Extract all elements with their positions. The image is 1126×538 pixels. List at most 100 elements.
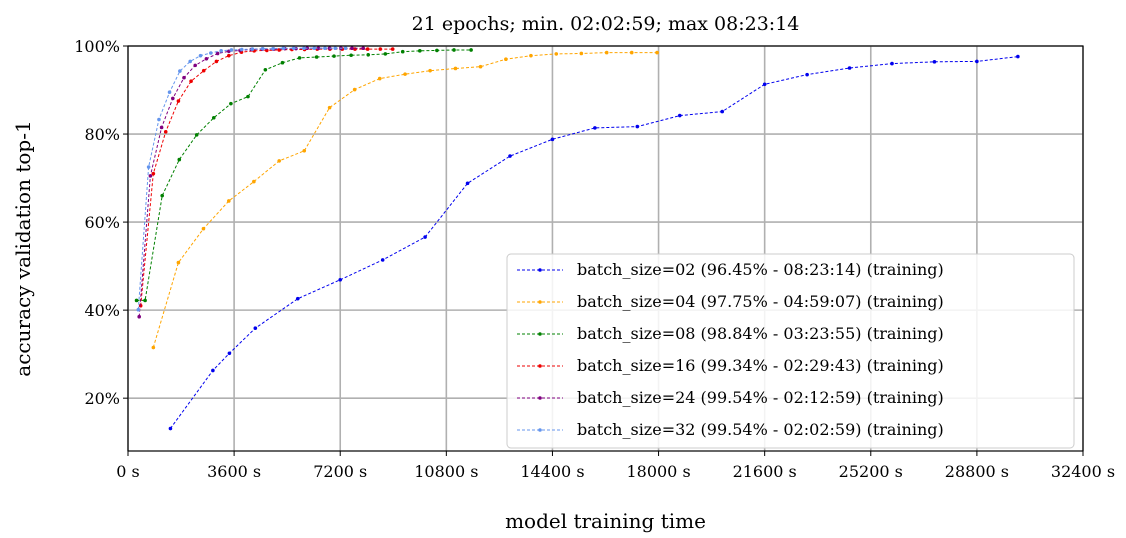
x-tick-label: 0 s [116,462,139,481]
data-point [143,298,147,303]
x-tick-label: 10800 s [414,462,478,481]
y-axis-label: accuracy validation top-1 [11,120,35,376]
data-point [316,46,321,51]
data-point [214,59,219,64]
data-point [148,174,153,178]
data-point [720,109,725,114]
data-point [211,115,216,120]
data-point [302,148,307,153]
data-point [215,51,220,56]
data-point [469,48,473,52]
data-point [604,50,609,55]
data-point [380,258,385,262]
data-point [423,235,427,239]
data-point [504,57,508,62]
x-tick-label: 25200 s [839,462,903,481]
data-point [157,117,161,122]
data-point [252,179,256,184]
legend-box [506,253,1075,449]
data-point [579,51,584,56]
data-point [167,90,172,95]
data-point [314,55,319,59]
data-point [365,47,370,51]
data-point [253,326,258,330]
data-point [280,60,285,65]
y-tick-label: 60% [84,213,120,232]
data-point [159,125,164,130]
data-point [219,49,223,53]
grid [127,45,1084,451]
data-point [378,47,383,51]
data-point [677,113,682,118]
series-5 [136,46,348,312]
legend-swatch-marker [538,332,542,336]
data-point [529,53,533,58]
data-point [151,345,156,350]
series-line [137,47,346,310]
data-point [229,101,233,106]
data-point [171,96,175,101]
legend-item: batch_size=02 (96.45% - 08:23:14) (train… [517,260,944,279]
legend-item: batch_size=08 (98.84% - 03:23:55) (train… [517,324,944,343]
data-point [146,165,151,169]
data-point [403,72,407,76]
data-point [629,50,634,55]
data-point [229,48,234,52]
data-point [281,46,286,51]
data-point [302,46,306,51]
legend-label: batch_size=04 (97.75% - 04:59:07) (train… [577,292,944,311]
data-point [323,46,327,51]
data-point [366,53,371,57]
series-0 [168,54,1020,431]
data-point [593,126,597,130]
data-point [193,63,198,68]
data-point [194,133,199,137]
y-tick-label: 40% [84,301,120,320]
data-point [178,69,182,73]
data-point [478,64,483,69]
x-tick-label: 3600 s [207,462,261,481]
data-point [134,298,139,303]
data-point [453,66,458,71]
data-point [177,157,182,162]
data-point [350,46,354,51]
data-point [277,159,282,163]
legend-item: batch_size=04 (97.75% - 04:59:07) (train… [517,292,944,311]
data-point [847,66,852,70]
data-point [975,59,979,64]
legend-label: batch_size=24 (99.54% - 02:12:59) (train… [577,388,944,407]
data-point [198,53,203,58]
data-point [291,46,296,51]
x-tick-label: 21600 s [733,462,797,481]
series-1 [151,50,659,350]
data-point [377,76,382,81]
data-point [211,368,215,373]
data-point [554,52,559,56]
legend-label: batch_size=16 (99.34% - 02:29:43) (train… [577,356,944,375]
data-point [465,181,470,186]
series-line [169,56,1018,429]
y-tick-label: 20% [84,389,120,408]
data-point [312,46,317,51]
data-point [227,199,231,203]
data-point [188,59,192,64]
legend-item: batch_size=32 (99.54% - 02:02:59) (train… [517,420,944,439]
data-point [333,46,338,51]
data-point [452,48,456,52]
data-point [343,46,348,51]
data-point [204,56,209,61]
y-tick-label: 100% [74,37,120,56]
x-tick-label: 14400 s [520,462,584,481]
legend-swatch-marker [538,428,542,432]
legend-label: batch_size=32 (99.54% - 02:02:59) (train… [577,420,944,439]
data-point [260,46,265,51]
legend-swatch-marker [538,396,542,400]
data-point [201,226,206,231]
legend-swatch-marker [538,300,542,304]
data-point [655,50,659,55]
legend-item: batch_size=24 (99.54% - 02:12:59) (train… [517,388,944,407]
data-point [189,79,193,84]
data-point [418,49,422,53]
y-tick-label: 80% [84,125,120,144]
data-point [263,67,268,72]
